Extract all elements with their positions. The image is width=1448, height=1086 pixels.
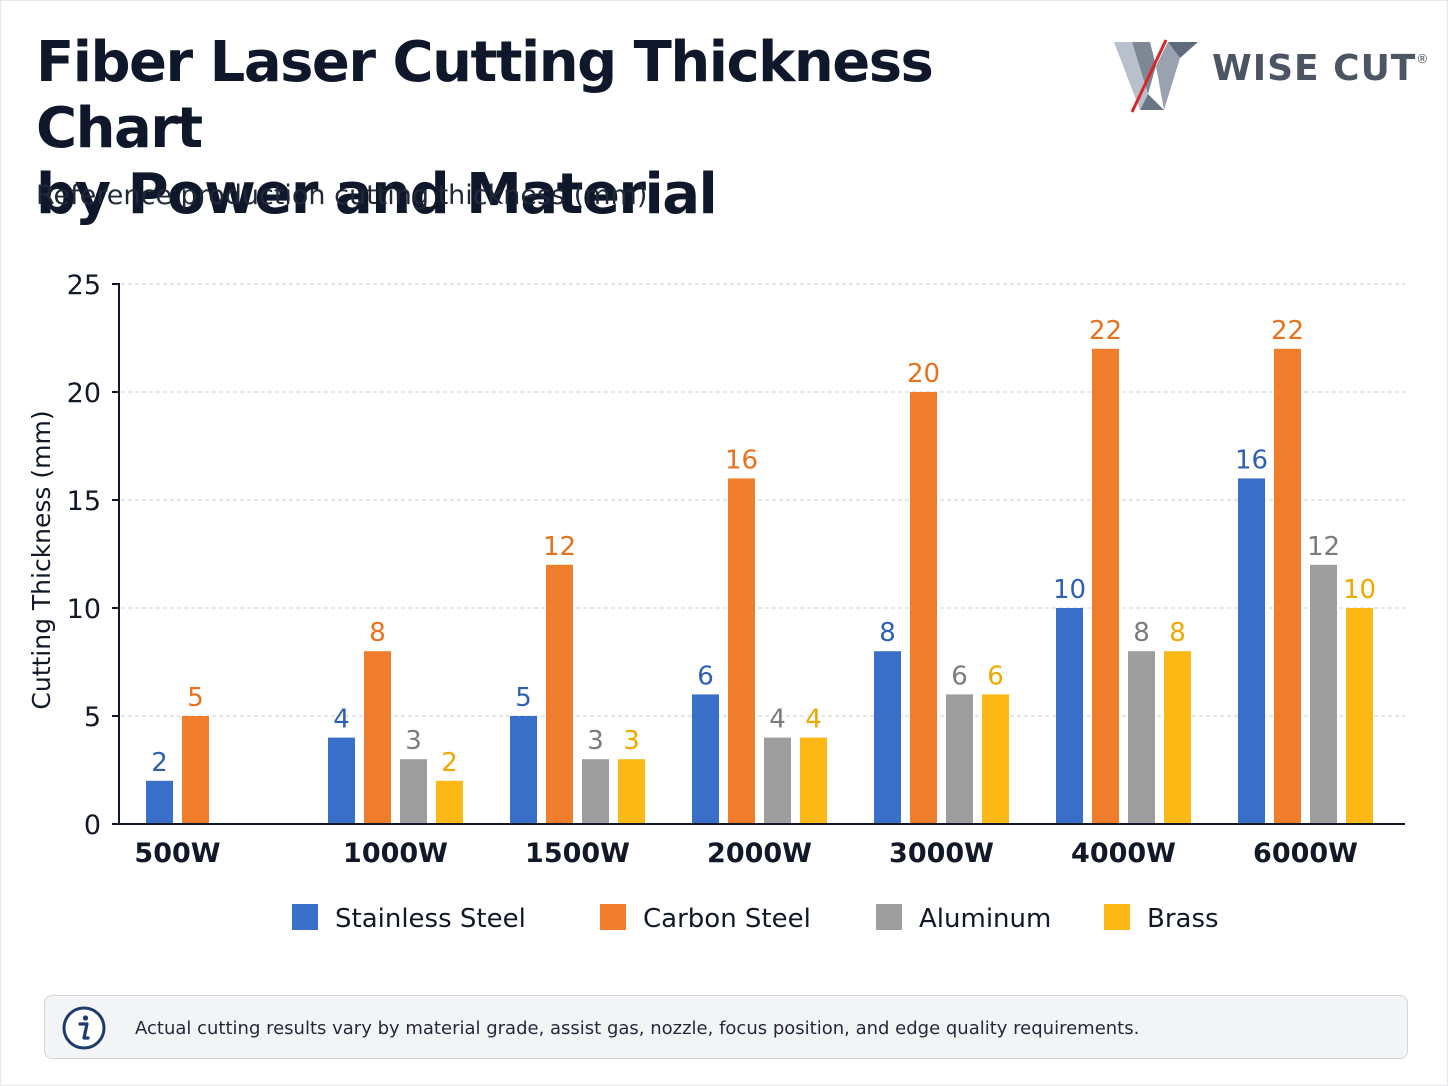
- legend-swatch-3: [1104, 904, 1130, 930]
- bar-3000W-1: [910, 392, 937, 824]
- ytick-label-0: 0: [84, 810, 101, 841]
- y-axis-ticks: 0 5 10 15 20 25: [67, 270, 119, 841]
- xtick-label-2: 1500W: [525, 838, 630, 869]
- bar-3000W-3: [982, 694, 1009, 824]
- bar-label-1500W-3: 3: [623, 726, 640, 756]
- bar-6000W-0: [1238, 478, 1265, 824]
- bar-label-3000W-3: 6: [987, 661, 1004, 691]
- bar-1000W-1: [364, 651, 391, 824]
- bar-4000W-0: [1056, 608, 1083, 824]
- bar-1500W-1: [546, 564, 573, 824]
- xtick-label-6: 6000W: [1253, 838, 1358, 869]
- bar-label-6000W-0: 16: [1235, 445, 1268, 475]
- info-note-text: Actual cutting results vary by material …: [135, 1018, 1140, 1039]
- logo-wordmark: WISE CUT®: [1212, 48, 1429, 89]
- bar-2000W-3: [800, 737, 827, 824]
- ytick-label-4: 20: [67, 378, 101, 409]
- xtick-label-0: 500W: [134, 838, 220, 869]
- bar-1000W-2: [400, 759, 427, 824]
- bar-500W-1: [182, 716, 209, 824]
- bar-label-3000W-1: 20: [907, 359, 940, 389]
- legend-swatch-0: [292, 904, 318, 930]
- ytick-label-3: 15: [67, 486, 101, 517]
- title-line-1: Fiber Laser Cutting Thickness Chart: [36, 30, 934, 161]
- chart-grid: [121, 283, 1405, 717]
- bar-label-1000W-1: 8: [369, 618, 386, 648]
- bar-2000W-1: [728, 478, 755, 824]
- registered-mark: ®: [1416, 52, 1430, 66]
- bar-label-4000W-3: 8: [1169, 618, 1186, 648]
- bar-label-1500W-2: 3: [587, 726, 604, 756]
- legend-label-0: Stainless Steel: [335, 904, 526, 934]
- bar-1500W-3: [618, 759, 645, 824]
- bar-label-1500W-0: 5: [515, 683, 532, 713]
- legend-label-2: Aluminum: [919, 904, 1051, 934]
- bar-4000W-1: [1092, 348, 1119, 824]
- chart-legend: Stainless Steel Carbon Steel Aluminum Brass: [292, 904, 1219, 934]
- bar-label-500W-1: 5: [187, 683, 204, 713]
- info-icon: [62, 1006, 106, 1050]
- ytick-label-2: 10: [67, 594, 101, 625]
- bar-2000W-0: [692, 694, 719, 824]
- bar-3000W-2: [946, 694, 973, 824]
- bar-6000W-2: [1310, 564, 1337, 824]
- xtick-label-3: 2000W: [707, 838, 812, 869]
- bar-label-4000W-1: 22: [1089, 316, 1122, 346]
- bar-1500W-2: [582, 759, 609, 824]
- logo-text: WISE CUT: [1212, 48, 1417, 89]
- bar-1500W-0: [510, 716, 537, 824]
- chart-subtitle: Reference production cutting thickness (…: [36, 180, 648, 211]
- bar-label-2000W-3: 4: [805, 705, 822, 735]
- bar-label-1000W-3: 2: [441, 748, 458, 778]
- legend-swatch-1: [600, 904, 626, 930]
- bar-label-4000W-0: 10: [1053, 575, 1086, 605]
- bar-label-4000W-2: 8: [1133, 618, 1150, 648]
- bar-label-2000W-2: 4: [769, 705, 786, 735]
- bar-label-1000W-2: 3: [405, 726, 422, 756]
- bar-1000W-0: [328, 737, 355, 824]
- legend-swatch-2: [876, 904, 902, 930]
- wise-cut-w-logo-icon: [1114, 39, 1198, 113]
- bar-label-500W-0: 2: [151, 748, 168, 778]
- bar-2000W-2: [764, 737, 791, 824]
- y-axis-label: Cutting Thickness (mm): [27, 410, 56, 709]
- info-note: Actual cutting results vary by material …: [44, 995, 1408, 1059]
- bar-label-1000W-0: 4: [333, 705, 350, 735]
- bar-6000W-3: [1346, 608, 1373, 824]
- bar-1000W-3: [436, 780, 463, 824]
- xtick-label-5: 4000W: [1071, 838, 1176, 869]
- bar-4000W-2: [1128, 651, 1155, 824]
- bar-label-2000W-0: 6: [697, 661, 714, 691]
- bar-6000W-1: [1274, 348, 1301, 824]
- ytick-label-1: 5: [84, 702, 101, 733]
- legend-label-1: Carbon Steel: [643, 904, 811, 934]
- bar-label-3000W-2: 6: [951, 661, 968, 691]
- xtick-label-4: 3000W: [889, 838, 994, 869]
- legend-label-3: Brass: [1147, 904, 1219, 934]
- bar-3000W-0: [874, 651, 901, 824]
- bar-label-1500W-1: 12: [543, 532, 576, 562]
- bar-4000W-3: [1164, 651, 1191, 824]
- bar-label-6000W-2: 12: [1307, 532, 1340, 562]
- bar-label-6000W-3: 10: [1343, 575, 1376, 605]
- x-axis-ticks: 500W 1000W 1500W 2000W 3000W 4000W 6000W: [134, 838, 1358, 869]
- bar-500W-0: [146, 780, 173, 824]
- bar-label-2000W-1: 16: [725, 445, 758, 475]
- title-line-2: by Power and Material: [36, 162, 718, 227]
- xtick-label-1: 1000W: [343, 838, 448, 869]
- ytick-label-5: 25: [67, 270, 101, 301]
- bar-series: [146, 348, 1373, 824]
- wise-cut-logo: WISE CUT®: [1110, 36, 1430, 116]
- chart-title: Fiber Laser Cutting Thickness Chart by P…: [36, 30, 1076, 228]
- bar-label-3000W-0: 8: [879, 618, 896, 648]
- bar-label-6000W-1: 22: [1271, 316, 1304, 346]
